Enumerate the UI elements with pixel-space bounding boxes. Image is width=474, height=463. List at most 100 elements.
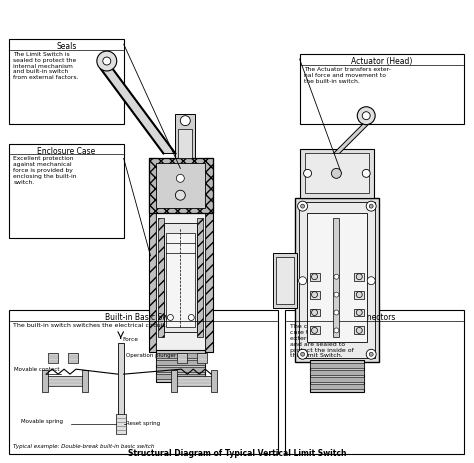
Bar bbox=[310, 291, 319, 299]
Text: The Limit Switch is
sealed to protect the
internal mechanism
and built-in switch: The Limit Switch is sealed to protect th… bbox=[13, 52, 79, 80]
Text: Actuator (Head): Actuator (Head) bbox=[351, 57, 412, 66]
Text: The Actuator transfers exter-
nal force and movement to
the built-in switch.: The Actuator transfers exter- nal force … bbox=[304, 67, 391, 84]
Bar bbox=[173, 376, 215, 386]
Bar bbox=[82, 370, 88, 392]
Circle shape bbox=[311, 274, 318, 280]
Text: Movable spring: Movable spring bbox=[21, 419, 64, 425]
Text: Typical example: Double-break built-in basic switch: Typical example: Double-break built-in b… bbox=[13, 444, 155, 449]
Bar bbox=[310, 363, 364, 368]
Circle shape bbox=[298, 349, 308, 359]
Circle shape bbox=[103, 57, 111, 65]
Circle shape bbox=[357, 107, 375, 125]
Bar bbox=[300, 149, 374, 198]
Circle shape bbox=[188, 314, 194, 320]
Circle shape bbox=[362, 169, 370, 177]
Bar bbox=[172, 370, 177, 392]
Bar bbox=[68, 353, 78, 363]
Bar bbox=[300, 54, 464, 124]
Bar bbox=[285, 310, 464, 454]
Bar bbox=[310, 360, 364, 392]
Circle shape bbox=[334, 310, 339, 315]
Bar bbox=[276, 257, 294, 304]
Bar bbox=[333, 218, 339, 338]
Circle shape bbox=[176, 175, 184, 182]
Circle shape bbox=[334, 292, 339, 297]
Circle shape bbox=[369, 204, 373, 208]
Bar bbox=[354, 291, 364, 299]
Circle shape bbox=[97, 51, 117, 71]
Bar bbox=[9, 310, 278, 454]
Text: Enclosure Case: Enclosure Case bbox=[37, 146, 96, 156]
Bar bbox=[307, 213, 367, 342]
Polygon shape bbox=[101, 69, 175, 153]
Bar bbox=[205, 158, 213, 352]
Circle shape bbox=[304, 169, 311, 177]
Text: Movable contact: Movable contact bbox=[14, 367, 60, 372]
Circle shape bbox=[180, 116, 190, 125]
Circle shape bbox=[356, 310, 362, 315]
Text: Excellent protection
against mechanical
force is provided by
enclosing the built: Excellent protection against mechanical … bbox=[13, 156, 77, 185]
Circle shape bbox=[356, 327, 362, 333]
Circle shape bbox=[301, 352, 305, 356]
Text: Reset spring: Reset spring bbox=[126, 421, 160, 426]
Bar bbox=[158, 218, 164, 338]
Bar bbox=[197, 218, 203, 338]
Circle shape bbox=[311, 310, 318, 315]
Text: Force: Force bbox=[123, 338, 139, 342]
Bar bbox=[354, 273, 364, 281]
Circle shape bbox=[356, 292, 362, 298]
Circle shape bbox=[301, 204, 305, 208]
Bar bbox=[156, 163, 205, 208]
Bar bbox=[118, 344, 124, 416]
Text: Seals: Seals bbox=[56, 42, 77, 51]
Bar bbox=[177, 353, 187, 363]
Bar bbox=[295, 198, 379, 362]
Bar bbox=[354, 308, 364, 317]
Bar bbox=[156, 353, 205, 358]
Bar bbox=[156, 360, 205, 365]
Circle shape bbox=[175, 190, 185, 200]
Bar bbox=[299, 202, 375, 358]
Bar bbox=[156, 374, 205, 379]
Bar bbox=[310, 326, 319, 334]
Circle shape bbox=[366, 349, 376, 359]
Text: Built-in Basic Switch: Built-in Basic Switch bbox=[105, 313, 182, 321]
Circle shape bbox=[311, 327, 318, 333]
Bar bbox=[197, 353, 207, 363]
Circle shape bbox=[167, 314, 173, 320]
Bar bbox=[42, 370, 48, 392]
Bar bbox=[175, 114, 195, 163]
Bar bbox=[310, 370, 364, 375]
Circle shape bbox=[311, 292, 318, 298]
Bar bbox=[354, 326, 364, 334]
Text: The connectors se-
cure the cables for
external connection
and are sealed to
pro: The connectors se- cure the cables for e… bbox=[290, 325, 354, 358]
Text: Structural Diagram of Typical Vertical Limit Switch: Structural Diagram of Typical Vertical L… bbox=[128, 449, 346, 457]
Bar bbox=[166, 233, 195, 327]
Bar bbox=[164, 223, 197, 332]
Bar bbox=[116, 414, 126, 434]
Circle shape bbox=[362, 112, 370, 119]
Polygon shape bbox=[333, 124, 369, 153]
Bar bbox=[156, 158, 205, 352]
Circle shape bbox=[334, 328, 339, 333]
Circle shape bbox=[299, 277, 307, 285]
Circle shape bbox=[367, 277, 375, 285]
Bar bbox=[48, 353, 58, 363]
Circle shape bbox=[331, 169, 341, 178]
Bar bbox=[148, 158, 156, 352]
Bar bbox=[156, 350, 205, 382]
Bar bbox=[156, 367, 205, 372]
Bar bbox=[273, 253, 297, 307]
Text: The built-in switch switches the electrical circuit.: The built-in switch switches the electri… bbox=[13, 324, 167, 328]
Bar bbox=[148, 158, 213, 213]
Bar bbox=[310, 273, 319, 281]
Circle shape bbox=[356, 274, 362, 280]
Bar bbox=[310, 384, 364, 389]
Text: Operation plunger: Operation plunger bbox=[126, 353, 176, 358]
Circle shape bbox=[334, 274, 339, 279]
Bar bbox=[211, 370, 217, 392]
Circle shape bbox=[369, 352, 373, 356]
Bar bbox=[310, 377, 364, 382]
Bar bbox=[178, 129, 192, 158]
Bar bbox=[305, 153, 369, 193]
